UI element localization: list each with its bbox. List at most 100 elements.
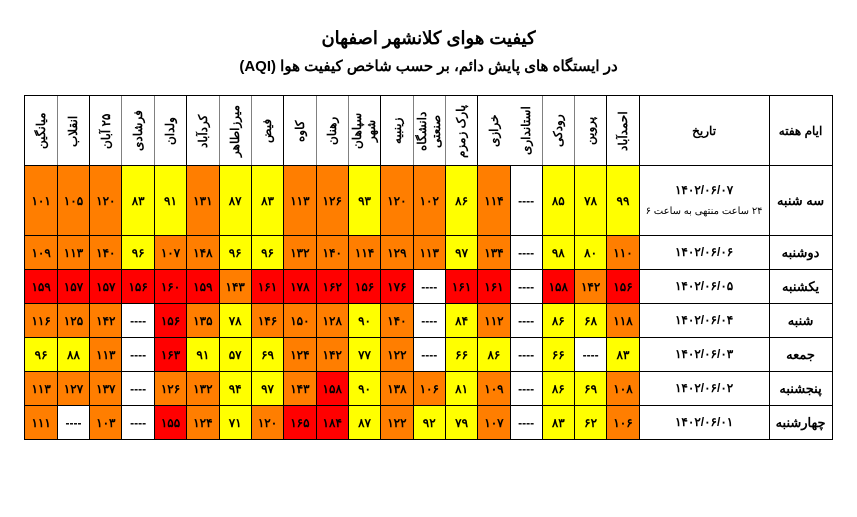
col-station: انقلاب: [57, 96, 89, 166]
table-row: چهارشنبه۱۴۰۲/۰۶/۰۱۱۰۶۶۲۸۳----۱۰۷۷۹۹۲۱۲۲۸…: [25, 406, 832, 440]
cell-value: ۹۴: [219, 372, 251, 406]
cell-value: ۹۲: [413, 406, 445, 440]
aqi-table: ایام هفتهتاریخاحمدآبادپروینرودکیاستاندار…: [24, 95, 832, 440]
cell-value: ۱۶۲: [316, 270, 348, 304]
cell-value: ۷۷: [348, 338, 380, 372]
cell-value: ----: [510, 372, 542, 406]
cell-value: ۱۱۳: [90, 338, 122, 372]
cell-value: ۱۶۱: [251, 270, 283, 304]
cell-date: ۱۴۰۲/۰۶/۰۲: [639, 372, 769, 406]
cell-value: ۶۲: [574, 406, 606, 440]
cell-value: ۹۶: [25, 338, 57, 372]
table-row: پنجشنبه۱۴۰۲/۰۶/۰۲۱۰۸۶۹۸۶----۱۰۹۸۱۱۰۶۱۳۸۹…: [25, 372, 832, 406]
cell-value: ۱۰۱: [25, 166, 57, 236]
cell-value: ۱۴۸: [187, 236, 219, 270]
table-row: دوشنبه۱۴۰۲/۰۶/۰۶۱۱۰۸۰۹۸----۱۳۴۹۷۱۱۳۱۲۹۱۱…: [25, 236, 832, 270]
cell-value: ۱۳۱: [187, 166, 219, 236]
col-station: پارک زمزم: [445, 96, 477, 166]
cell-value: ۱۰۷: [154, 236, 186, 270]
cell-value: ----: [122, 304, 154, 338]
cell-value: ۸۶: [478, 338, 510, 372]
cell-value: ۸۶: [445, 166, 477, 236]
cell-value: ۱۲۰: [251, 406, 283, 440]
cell-value: ۱۵۸: [316, 372, 348, 406]
cell-value: ۱۰۲: [413, 166, 445, 236]
cell-value: ۱۱۳: [413, 236, 445, 270]
cell-value: ۱۷۸: [284, 270, 316, 304]
cell-value: ۱۳۴: [478, 236, 510, 270]
cell-value: ۹۹: [607, 166, 639, 236]
cell-value: ۱۲۹: [381, 236, 413, 270]
col-station: ۲۵ آبان: [90, 96, 122, 166]
cell-value: ۷۸: [574, 166, 606, 236]
cell-value: ۹۰: [348, 372, 380, 406]
cell-value: ۱۵۹: [25, 270, 57, 304]
cell-value: ----: [510, 236, 542, 270]
cell-value: ۹۷: [445, 236, 477, 270]
cell-value: ۱۲۸: [316, 304, 348, 338]
cell-date: ۱۴۰۲/۰۶/۰۴: [639, 304, 769, 338]
table-row: یکشنبه۱۴۰۲/۰۶/۰۵۱۵۶۱۴۲۱۵۸----۱۶۱۱۶۱----۱…: [25, 270, 832, 304]
cell-value: ۱۵۶: [607, 270, 639, 304]
col-station: سپاهان شهر: [348, 96, 380, 166]
cell-date: ۱۴۰۲/۰۶/۰۳: [639, 338, 769, 372]
cell-date: ۱۴۰۲/۰۶/۰۶: [639, 236, 769, 270]
cell-value: ۶۶: [445, 338, 477, 372]
cell-value: ۱۵۰: [284, 304, 316, 338]
cell-value: ۶۸: [574, 304, 606, 338]
cell-value: ۶۹: [251, 338, 283, 372]
cell-day: سه شنبه: [769, 166, 832, 236]
cell-day: یکشنبه: [769, 270, 832, 304]
cell-value: ۱۱۶: [25, 304, 57, 338]
cell-value: ----: [510, 338, 542, 372]
cell-value: ۱۶۱: [445, 270, 477, 304]
cell-value: ۸۳: [122, 166, 154, 236]
cell-value: ----: [413, 270, 445, 304]
cell-date-sub: ۲۴ ساعت منتهی به ساعت ۶: [646, 204, 763, 220]
cell-value: ۸۸: [57, 338, 89, 372]
cell-value: ۱۴۲: [90, 304, 122, 338]
cell-value: ۱۱۰: [607, 236, 639, 270]
cell-value: ۱۵۹: [187, 270, 219, 304]
cell-value: ۱۳۷: [90, 372, 122, 406]
cell-value: ۱۰۵: [57, 166, 89, 236]
cell-value: ۱۱۳: [57, 236, 89, 270]
cell-value: ۱۱۳: [284, 166, 316, 236]
cell-value: ----: [574, 338, 606, 372]
cell-day: دوشنبه: [769, 236, 832, 270]
cell-value: ۱۲۶: [154, 372, 186, 406]
cell-value: ۸۷: [348, 406, 380, 440]
cell-value: ----: [57, 406, 89, 440]
cell-date: ۱۴۰۲/۰۶/۰۵: [639, 270, 769, 304]
cell-value: ----: [413, 304, 445, 338]
cell-value: ۱۱۸: [607, 304, 639, 338]
cell-value: ۱۲۲: [381, 338, 413, 372]
cell-value: ----: [510, 406, 542, 440]
cell-value: ۱۴۰: [316, 236, 348, 270]
cell-value: ۶۶: [542, 338, 574, 372]
col-date: تاریخ: [639, 96, 769, 166]
cell-date: ۱۴۰۲/۰۶/۰۷۲۴ ساعت منتهی به ساعت ۶: [639, 166, 769, 236]
cell-value: ۱۰۷: [478, 406, 510, 440]
col-station: فیض: [251, 96, 283, 166]
col-station: کردآباد: [187, 96, 219, 166]
cell-value: ۱۱۲: [478, 304, 510, 338]
cell-value: ۶۹: [574, 372, 606, 406]
cell-value: ۱۴۰: [90, 236, 122, 270]
cell-value: ۱۳۲: [187, 372, 219, 406]
table-header-row: ایام هفتهتاریخاحمدآبادپروینرودکیاستاندار…: [25, 96, 832, 166]
cell-value: ۸۴: [445, 304, 477, 338]
cell-value: ----: [122, 406, 154, 440]
cell-value: ----: [510, 166, 542, 236]
cell-value: ۱۲۵: [57, 304, 89, 338]
cell-value: ۱۵۷: [57, 270, 89, 304]
col-station: زینبیه: [381, 96, 413, 166]
col-station: میرزاطاهر: [219, 96, 251, 166]
cell-value: ۱۸۴: [316, 406, 348, 440]
cell-value: ۱۵۶: [348, 270, 380, 304]
cell-date: ۱۴۰۲/۰۶/۰۱: [639, 406, 769, 440]
cell-value: ۱۴۳: [219, 270, 251, 304]
cell-value: ۱۴۲: [316, 338, 348, 372]
cell-value: ----: [122, 372, 154, 406]
cell-value: ۱۲۷: [57, 372, 89, 406]
